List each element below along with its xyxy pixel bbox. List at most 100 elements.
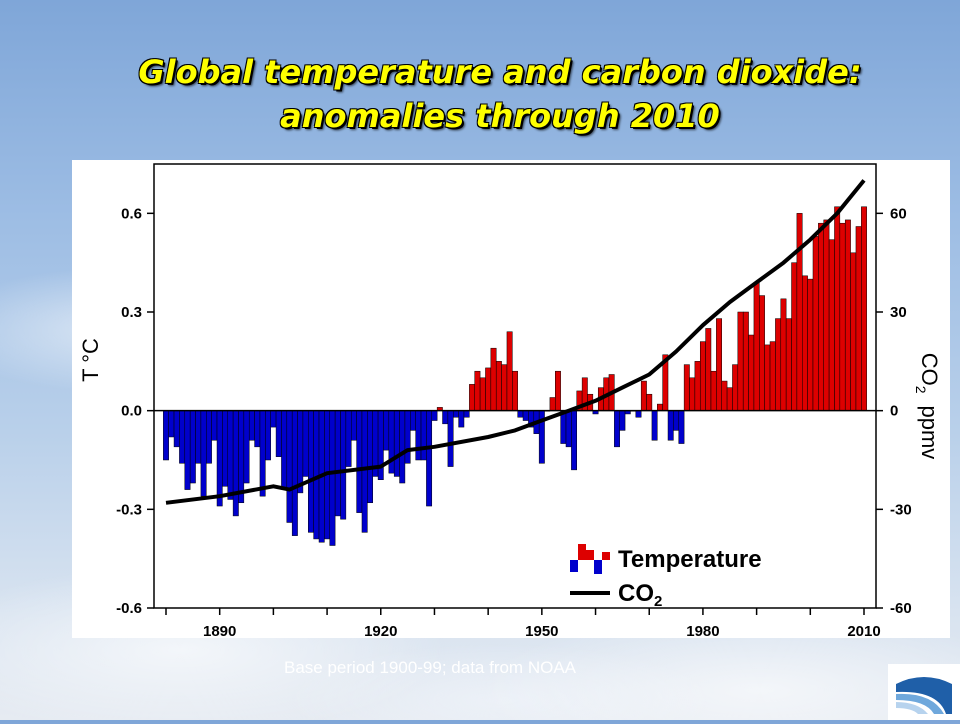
temperature-bar-1937 <box>469 384 475 411</box>
legend-temperature-label: Temperature <box>618 546 762 573</box>
y-axis-right-label: CO2 ppmv <box>913 353 942 460</box>
x-tick-label-1: 1920 <box>364 623 397 638</box>
temperature-bar-1953 <box>555 370 561 411</box>
temperature-bar-1954 <box>560 410 567 444</box>
y-left-tick-label-2: 0.0 <box>121 403 142 420</box>
y-left-tick-label-1: -0.3 <box>116 501 142 518</box>
y-axis-left-label: T °C <box>78 338 103 382</box>
temperature-bar-1980 <box>699 341 706 411</box>
temperature-bar-1965 <box>619 410 626 431</box>
y-right-tick-label-4: 60 <box>890 205 907 222</box>
temperature-bar-1933 <box>447 410 454 467</box>
temperature-bar-1994 <box>775 318 782 411</box>
temperature-bar-1918 <box>367 410 373 504</box>
footnote: Base period 1900-99; data from NOAA <box>284 658 576 677</box>
temperature-bar-1896 <box>248 410 255 441</box>
temperature-bar-1985 <box>726 387 733 411</box>
temperature-bar-1981 <box>705 328 712 411</box>
y-right-tick-label-3: 30 <box>890 304 907 321</box>
temperature-bar-1956 <box>571 410 578 471</box>
temperature-bar-1899 <box>265 410 271 461</box>
temperature-bar-1912 <box>334 410 341 517</box>
temperature-bar-1930 <box>431 410 438 421</box>
y-axis-right-label-sub: 2 <box>913 386 929 394</box>
temperature-bar-1991 <box>759 295 765 411</box>
y-left-tick-label-3: 0.3 <box>121 304 142 321</box>
chart-panel: -0.6 -0.3 0.0 0.3 0.6 -60 -30 0 30 60 1890 1920 1950… <box>72 160 950 638</box>
temperature-bar-2003 <box>823 219 830 411</box>
temperature-bar-1978 <box>689 377 696 411</box>
temperature-bar-2005 <box>834 206 841 411</box>
y-right-tick-label-0: -60 <box>890 600 912 617</box>
x-tick-label-2: 1950 <box>525 623 558 638</box>
y-left-tick-label-0: -0.6 <box>116 600 142 617</box>
temperature-bar-1907 <box>308 410 314 533</box>
temperature-bar-1880 <box>163 410 169 461</box>
y-left-tick-label-4: 0.6 <box>121 205 142 222</box>
temperature-bar-1886 <box>195 410 202 464</box>
temperature-bar-1932 <box>442 410 449 425</box>
temperature-bar-1941 <box>490 347 497 411</box>
temperature-bar-1976 <box>678 410 685 444</box>
temperature-bar-1964 <box>614 410 620 448</box>
temperature-bar-1891 <box>222 410 229 487</box>
temperature-bar-1999 <box>802 275 808 411</box>
temperature-bar-1908 <box>313 410 320 540</box>
temperature-bar-1929 <box>426 410 433 507</box>
y-right-tick-label-1: -30 <box>890 501 912 518</box>
temperature-bar-1883 <box>179 410 186 464</box>
temperature-bar-1972 <box>657 403 663 411</box>
temperature-bar-1900 <box>270 410 277 428</box>
logo <box>888 664 960 720</box>
svg-text:CO2ppmv: CO2 ppmv <box>913 353 942 460</box>
temperature-bar-1890 <box>216 410 223 507</box>
temperature-bar-1986 <box>732 364 739 411</box>
temperature-bar-2000 <box>807 278 814 411</box>
y-axis-right-label-main: CO <box>917 353 942 386</box>
slide-title-line-1: Global temperature and carbon dioxide: <box>138 53 862 91</box>
x-tick-label-0: 1890 <box>203 623 236 638</box>
temperature-bar-1915 <box>350 410 357 441</box>
temperature-bar-1898 <box>259 410 266 497</box>
temperature-bar-1923 <box>393 410 400 477</box>
legend-co2-label: CO2 <box>618 580 662 610</box>
temperature-bar-1881 <box>168 410 175 438</box>
x-tick-label-4: 2010 <box>847 623 880 638</box>
temperature-bar-2001 <box>812 236 819 411</box>
temperature-bar-1968 <box>635 410 642 418</box>
x-tick-label-3: 1980 <box>686 623 719 638</box>
slide-title: Global temperature and carbon dioxide: a… <box>60 50 940 138</box>
temperature-bar-1984 <box>721 380 728 411</box>
temperature-bar-1935 <box>458 410 465 428</box>
temperature-bar-1989 <box>748 334 755 411</box>
slide-title-line-2: anomalies through 2010 <box>280 97 720 135</box>
plot-frame <box>153 163 877 609</box>
temperature-bar-1895 <box>243 410 250 484</box>
temperature-bar-1906 <box>302 410 309 477</box>
temperature-bar-1970 <box>646 393 653 411</box>
temperature-bar-1974 <box>667 410 674 441</box>
temperature-bar-1938 <box>474 370 481 411</box>
temperature-bar-1902 <box>281 410 288 490</box>
temperature-bar-1971 <box>651 410 658 441</box>
temperature-bar-1955 <box>565 410 572 448</box>
temperature-bar-1944 <box>506 331 513 411</box>
temperature-bar-1992 <box>764 344 771 411</box>
temperature-bar-1911 <box>329 410 336 546</box>
temperature-bar-1926 <box>410 410 416 431</box>
temperature-bar-1885 <box>189 410 196 484</box>
temperature-bar-1939 <box>479 377 486 411</box>
temperature-bar-1921 <box>383 410 390 451</box>
temperature-bar-1982 <box>710 370 717 411</box>
temperature-bar-1998 <box>796 213 803 411</box>
temperature-bar-1988 <box>742 311 749 411</box>
temperature-bar-1995 <box>780 298 787 411</box>
temperature-bar-1997 <box>791 262 798 411</box>
temperature-bar-2002 <box>818 222 824 411</box>
temperature-bar-1922 <box>388 410 395 474</box>
temperature-bar-1945 <box>512 370 518 411</box>
temperature-bar-1977 <box>683 364 690 411</box>
temperature-bar-1894 <box>238 410 245 504</box>
temperature-bar-1884 <box>184 410 191 490</box>
swoosh-logo-icon <box>896 677 952 714</box>
